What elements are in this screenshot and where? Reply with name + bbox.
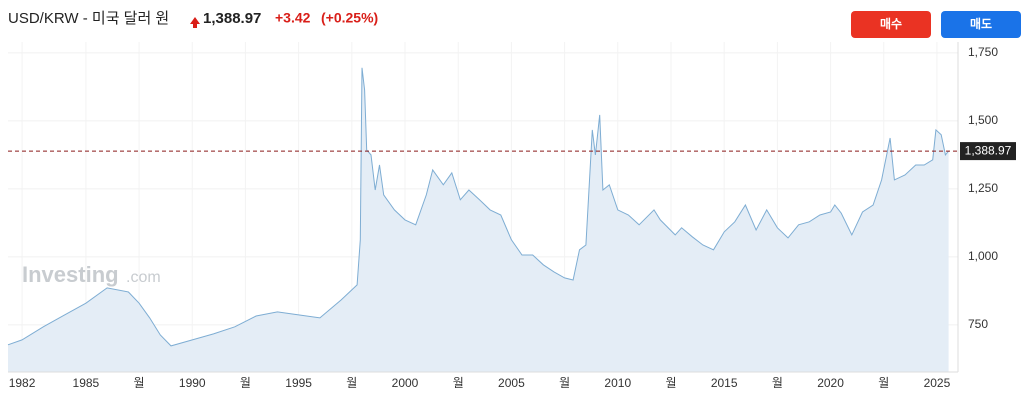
y-tick-label: 1,250 [968,181,998,195]
sell-button-label[interactable]: 매도 [970,16,992,31]
x-tick-label: 월 [240,376,251,390]
y-tick-label: 750 [968,317,988,331]
last-price-label: 1,388.97 [965,143,1012,157]
change-percent: (+0.25%) [321,10,378,26]
x-tick-label: 월 [134,376,145,390]
x-tick-label: 월 [665,376,676,390]
y-tick-label: 1,500 [968,113,998,127]
x-tick-label: 월 [453,376,464,390]
plot-area: 750 1,000 1,250 1,500 1,750 1982 1985 월 1990 월 199… [7,42,1016,390]
x-tick-label: 월 [772,376,783,390]
watermark-suffix: .com [126,269,161,286]
x-tick-label: 2020 [817,376,844,390]
change: +3.42 [275,10,311,26]
x-tick-label: 1982 [9,376,36,390]
sell-button[interactable] [941,11,1021,38]
x-tick-label: 월 [878,376,889,390]
x-tick-label: 월 [559,376,570,390]
y-tick-label: 1,750 [968,45,998,59]
x-tick-label: 1990 [179,376,206,390]
area-fill [8,67,949,373]
y-tick-label: 1,000 [968,249,998,263]
x-tick-label: 월 [346,376,357,390]
buy-button-label[interactable]: 매수 [880,16,902,31]
x-tick-label: 1995 [285,376,312,390]
x-tick-label: 2015 [711,376,738,390]
x-tick-label: 2010 [604,376,631,390]
watermark: Investing [22,262,119,287]
price: 1,388.97 [203,10,261,27]
x-tick-label: 1985 [73,376,100,390]
up-arrow-icon [190,17,200,28]
price-line [7,67,949,347]
chart-title: USD/KRW - 미국 달러 원 [8,10,169,27]
x-tick-label: 2000 [392,376,419,390]
last-price-box [960,142,1016,161]
x-tick-label: 2025 [924,376,951,390]
buy-button[interactable] [851,11,931,38]
x-tick-label: 2005 [498,376,525,390]
